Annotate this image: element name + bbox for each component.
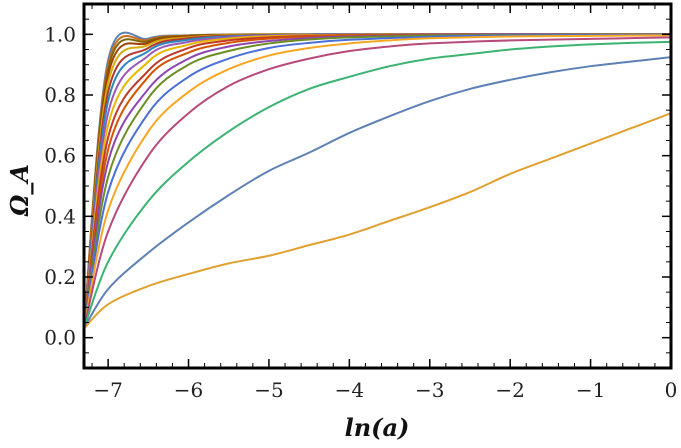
series-line-4 xyxy=(83,36,672,329)
series-line-5 xyxy=(83,34,672,329)
x-tick-labels: −7 −6 −5 −4 −3 −2 −1 0 xyxy=(93,378,677,402)
series-line-6 xyxy=(83,33,672,329)
series-line-16 xyxy=(83,33,671,329)
y-tick-label: 0.0 xyxy=(44,326,76,350)
series-line-18 xyxy=(83,33,671,329)
y-tick-label: 1.0 xyxy=(44,22,76,46)
series-line-7 xyxy=(83,33,672,329)
x-tick-label: −5 xyxy=(254,378,283,402)
series-line-3 xyxy=(83,40,672,329)
x-tick-label: −3 xyxy=(415,378,444,402)
y-tick-label: 0.6 xyxy=(44,144,76,168)
x-tick-label: −1 xyxy=(576,378,605,402)
series-line-2 xyxy=(83,56,672,330)
series-line-12 xyxy=(83,33,672,329)
series-line-19 xyxy=(83,31,671,329)
x-axis-title: ln(a) xyxy=(345,413,410,442)
plot-frame xyxy=(82,2,673,370)
x-tick-label: −4 xyxy=(335,378,364,402)
series-line-9 xyxy=(83,33,672,329)
data-curves xyxy=(83,31,672,330)
series-line-8 xyxy=(83,33,672,329)
series-line-14 xyxy=(83,33,672,329)
x-tick-label: −7 xyxy=(93,378,122,402)
series-line-13 xyxy=(83,33,672,329)
series-line-1 xyxy=(83,112,672,330)
y-tick-label: 0.2 xyxy=(44,265,76,289)
x-tick-label: −6 xyxy=(174,378,203,402)
series-line-11 xyxy=(83,33,672,329)
x-tick-label: 0 xyxy=(665,378,678,402)
y-tick-label: 0.8 xyxy=(44,83,76,107)
series-line-10 xyxy=(83,33,672,329)
series-line-17 xyxy=(83,33,671,329)
series-line-15 xyxy=(83,33,671,329)
y-tick-labels: 0.0 0.2 0.4 0.6 0.8 1.0 xyxy=(44,22,76,349)
x-tick-label: −2 xyxy=(495,378,524,402)
y-axis-title: Ω_A xyxy=(5,164,34,217)
y-tick-label: 0.4 xyxy=(44,204,76,228)
